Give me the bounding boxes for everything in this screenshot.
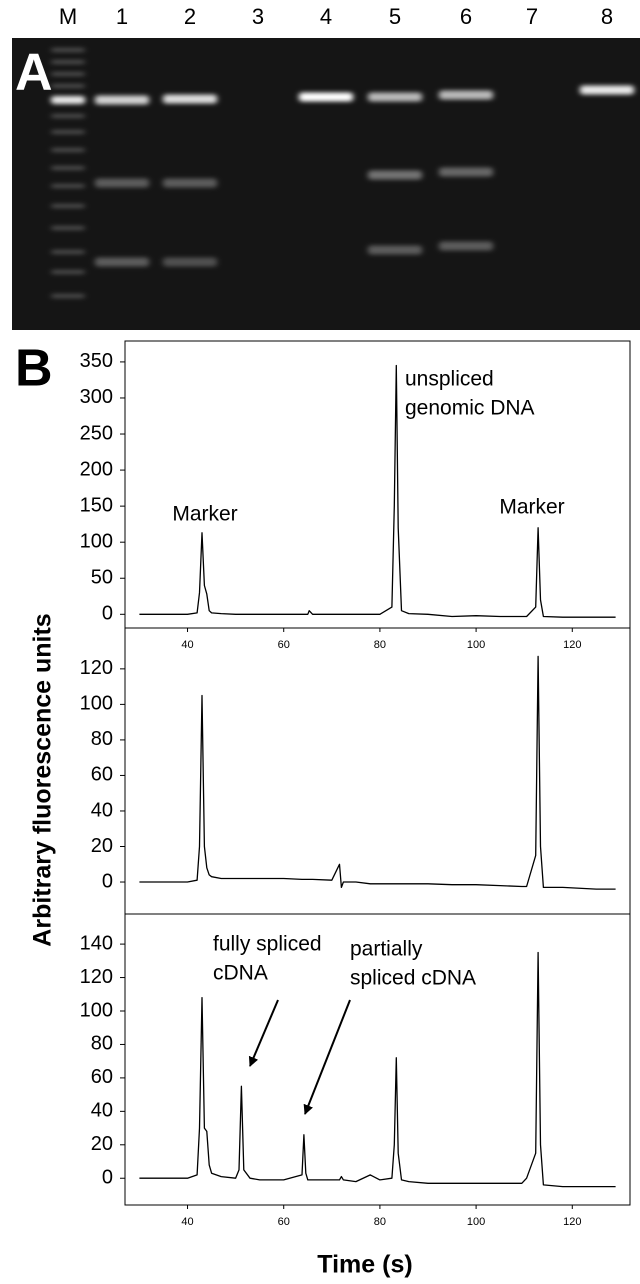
y-tick-label: 60 bbox=[91, 764, 113, 786]
y-tick-label: 100 bbox=[80, 693, 113, 715]
gel-band bbox=[51, 166, 85, 170]
x-tick-label: 40 bbox=[181, 1216, 193, 1228]
y-tick-label: 250 bbox=[80, 422, 113, 444]
gel-band bbox=[368, 92, 422, 102]
y-tick-label: 350 bbox=[80, 350, 113, 372]
lane-label: 5 bbox=[389, 4, 401, 29]
gel-band bbox=[163, 257, 217, 267]
gel-band bbox=[439, 90, 493, 100]
gel-band bbox=[439, 241, 493, 251]
x-tick-label: 120 bbox=[563, 1216, 581, 1228]
annotation: fully spliced bbox=[213, 933, 322, 956]
gel-band bbox=[51, 184, 85, 188]
x-tick-label: 80 bbox=[374, 1216, 386, 1228]
y-tick-label: 40 bbox=[91, 1100, 113, 1122]
trace bbox=[139, 951, 616, 1188]
gel-band bbox=[51, 84, 85, 88]
arrow bbox=[303, 999, 351, 1115]
lane-label: 3 bbox=[252, 4, 264, 29]
y-tick-label: 80 bbox=[91, 728, 113, 750]
x-tick-label: 120 bbox=[563, 639, 581, 651]
y-tick-label: 20 bbox=[91, 835, 113, 857]
gel-bands bbox=[51, 48, 634, 298]
arrow bbox=[248, 999, 279, 1067]
x-tick-label: 100 bbox=[467, 1216, 485, 1228]
x-tick-label: 60 bbox=[278, 1216, 290, 1228]
lane-label: 1 bbox=[116, 4, 128, 29]
lane-label: 4 bbox=[320, 4, 332, 29]
gel-band bbox=[95, 257, 149, 267]
trace bbox=[139, 655, 616, 890]
annotation: partially bbox=[350, 938, 423, 961]
gel-band bbox=[95, 178, 149, 188]
lane-label: M bbox=[59, 4, 77, 29]
lane-label: 7 bbox=[526, 4, 538, 29]
gel-band bbox=[299, 92, 353, 102]
y-tick-label: 100 bbox=[80, 530, 113, 552]
lane-label: 2 bbox=[184, 4, 196, 29]
x-tick-label: 40 bbox=[181, 639, 193, 651]
gel-band bbox=[51, 72, 85, 76]
annotation: genomic DNA bbox=[405, 397, 535, 420]
gel-band bbox=[51, 204, 85, 208]
y-tick-label: 140 bbox=[80, 932, 113, 954]
panel-label: B bbox=[15, 340, 53, 398]
plot-frame bbox=[124, 913, 631, 1206]
gel-band bbox=[368, 170, 422, 180]
y-tick-label: 20 bbox=[91, 1133, 113, 1155]
gel-band bbox=[439, 167, 493, 177]
lane-label: 8 bbox=[601, 4, 613, 29]
x-tick-label: 80 bbox=[374, 639, 386, 651]
gel-band bbox=[51, 48, 85, 52]
x-tick-label: 100 bbox=[467, 639, 485, 651]
gel-band bbox=[51, 270, 85, 274]
gel-band bbox=[51, 148, 85, 152]
annotation: Marker bbox=[172, 503, 237, 526]
panel-label: A bbox=[15, 44, 53, 102]
gel-band bbox=[51, 96, 85, 104]
plot-frame bbox=[124, 340, 631, 629]
gel-band bbox=[51, 114, 85, 118]
y-tick-label: 100 bbox=[80, 999, 113, 1021]
gel-band bbox=[51, 294, 85, 298]
y-tick-label: 80 bbox=[91, 1033, 113, 1055]
x-tick-label: 60 bbox=[278, 639, 290, 651]
annotation: unspliced bbox=[405, 368, 494, 391]
y-tick-label: 0 bbox=[102, 1167, 113, 1189]
annotation: spliced cDNA bbox=[350, 967, 476, 990]
y-tick-label: 0 bbox=[102, 603, 113, 625]
y-tick-label: 50 bbox=[91, 567, 113, 589]
annotation: Marker bbox=[499, 496, 564, 519]
x-axis-label: Time (s) bbox=[317, 1251, 412, 1279]
y-tick-label: 120 bbox=[80, 966, 113, 988]
y-tick-label: 0 bbox=[102, 870, 113, 892]
gel-band bbox=[368, 245, 422, 255]
gel-band bbox=[51, 226, 85, 230]
annotation: cDNA bbox=[213, 962, 268, 985]
y-tick-label: 60 bbox=[91, 1066, 113, 1088]
gel-band bbox=[163, 94, 217, 104]
y-tick-label: 300 bbox=[80, 386, 113, 408]
gel-band bbox=[95, 95, 149, 105]
y-tick-label: 40 bbox=[91, 799, 113, 821]
y-tick-label: 200 bbox=[80, 458, 113, 480]
lane-label: 6 bbox=[460, 4, 472, 29]
y-axis-label: Arbitrary fluorescence units bbox=[29, 613, 57, 946]
y-tick-label: 120 bbox=[80, 657, 113, 679]
gel-band bbox=[51, 250, 85, 254]
y-tick-label: 150 bbox=[80, 494, 113, 516]
gel-band bbox=[163, 178, 217, 188]
trace bbox=[139, 364, 616, 618]
gel-band bbox=[580, 85, 634, 95]
gel-band bbox=[51, 60, 85, 64]
gel-band bbox=[51, 130, 85, 134]
